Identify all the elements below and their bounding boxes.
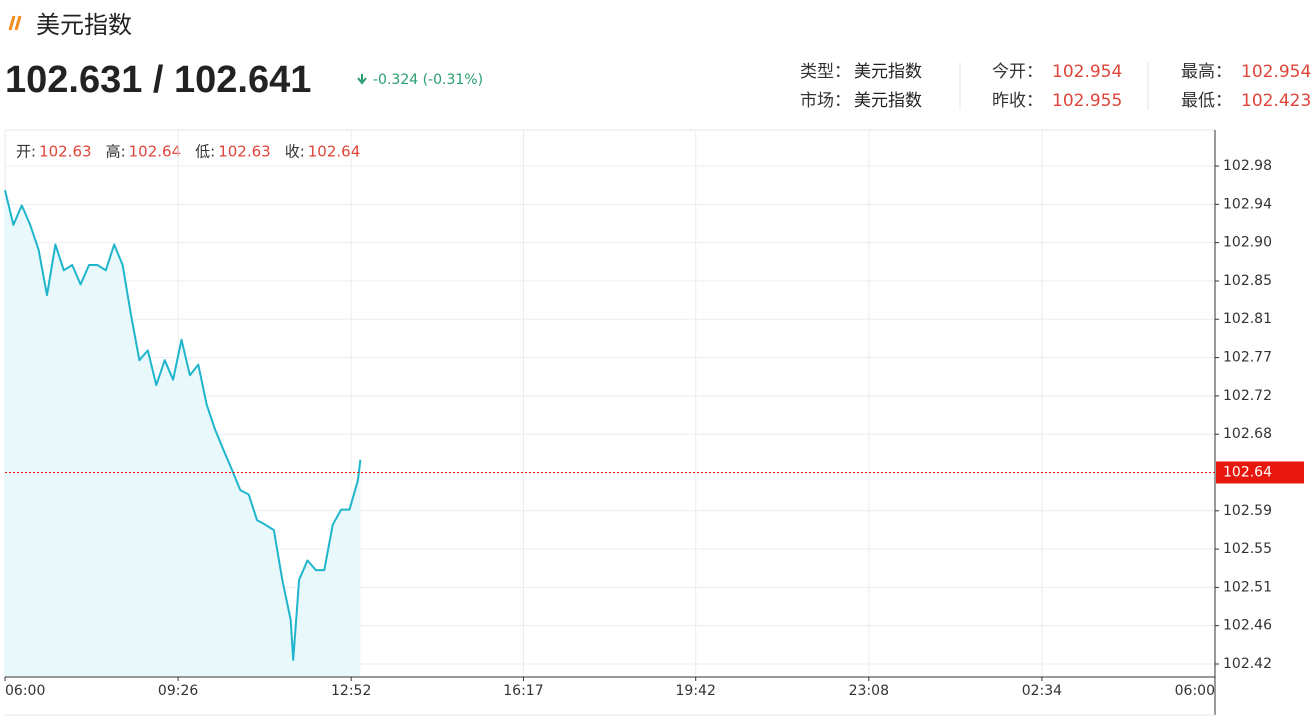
x-tick-label: 02:34 — [1022, 683, 1062, 699]
price: 102.631 / 102.641 — [5, 59, 311, 101]
y-tick-label: 102.90 — [1223, 235, 1272, 251]
info-value: 102.955 — [1052, 91, 1122, 111]
y-tick-label: 102.94 — [1223, 196, 1272, 212]
quote-label: 开: — [16, 143, 36, 161]
down-arrow — [357, 74, 367, 85]
info-value: 102.423 — [1241, 91, 1311, 111]
info-label: 最低： — [1181, 91, 1232, 111]
y-tick-label: 102.98 — [1223, 158, 1272, 174]
title: 美元指数 — [36, 11, 132, 39]
info-label: 最高： — [1181, 62, 1232, 82]
x-tick-label: 09:26 — [158, 683, 198, 699]
y-tick-label: 102.68 — [1223, 426, 1272, 442]
chart: 102.42 102.46 102.51 102.55 102.59 102.68 102.… — [4, 129, 1304, 716]
x-tick-label: 16:17 — [503, 683, 543, 699]
info-value: 102.954 — [1052, 62, 1122, 82]
info-label: 昨收： — [992, 91, 1043, 111]
logo-icon — [8, 15, 22, 31]
quote-label: 低: — [195, 143, 215, 161]
x-tick-label: 06:00 — [1175, 683, 1215, 699]
quote-label: 高: — [106, 143, 126, 161]
info-label: 类型： — [800, 62, 851, 82]
quote-value: 102.63 — [39, 143, 92, 161]
y-tick-label: 102.46 — [1223, 618, 1272, 634]
info-label: 今开： — [992, 62, 1043, 82]
area — [5, 190, 361, 677]
y-tick-label: 102.72 — [1223, 388, 1272, 404]
quote-value: 102.64 — [129, 143, 182, 161]
x-tick-label: 19:42 — [676, 683, 716, 699]
quote-value: 102.63 — [218, 143, 271, 161]
info-label: 市场： — [800, 91, 851, 111]
y-tick-label: 102.51 — [1223, 579, 1272, 595]
last-price-box — [1216, 461, 1304, 484]
info-value: 美元指数 — [854, 91, 922, 111]
quote-value: 102.64 — [308, 143, 361, 161]
y-tick-label: 102.81 — [1223, 311, 1272, 327]
info-value: 美元指数 — [854, 62, 922, 82]
change: -0.324 (-0.31%) — [373, 72, 483, 88]
x-tick-label: 12:52 — [331, 683, 371, 699]
quote: 开: 102.63 高: 102.64 低: 102.63 收: 102.64 — [16, 143, 360, 161]
x-tick-label: 23:08 — [849, 683, 889, 699]
last-price-label: 102.64 — [1223, 464, 1272, 480]
info-value: 102.954 — [1241, 62, 1311, 82]
x-tick-label: 06:00 — [5, 683, 45, 699]
y-tick-label: 102.77 — [1223, 350, 1272, 366]
y-tick-label: 102.85 — [1223, 273, 1272, 289]
y-tick-label: 102.55 — [1223, 541, 1272, 557]
y-tick-label: 102.42 — [1223, 656, 1272, 672]
y-tick-label: 102.59 — [1223, 503, 1272, 519]
line — [4, 189, 362, 661]
quote-label: 收: — [285, 143, 305, 161]
